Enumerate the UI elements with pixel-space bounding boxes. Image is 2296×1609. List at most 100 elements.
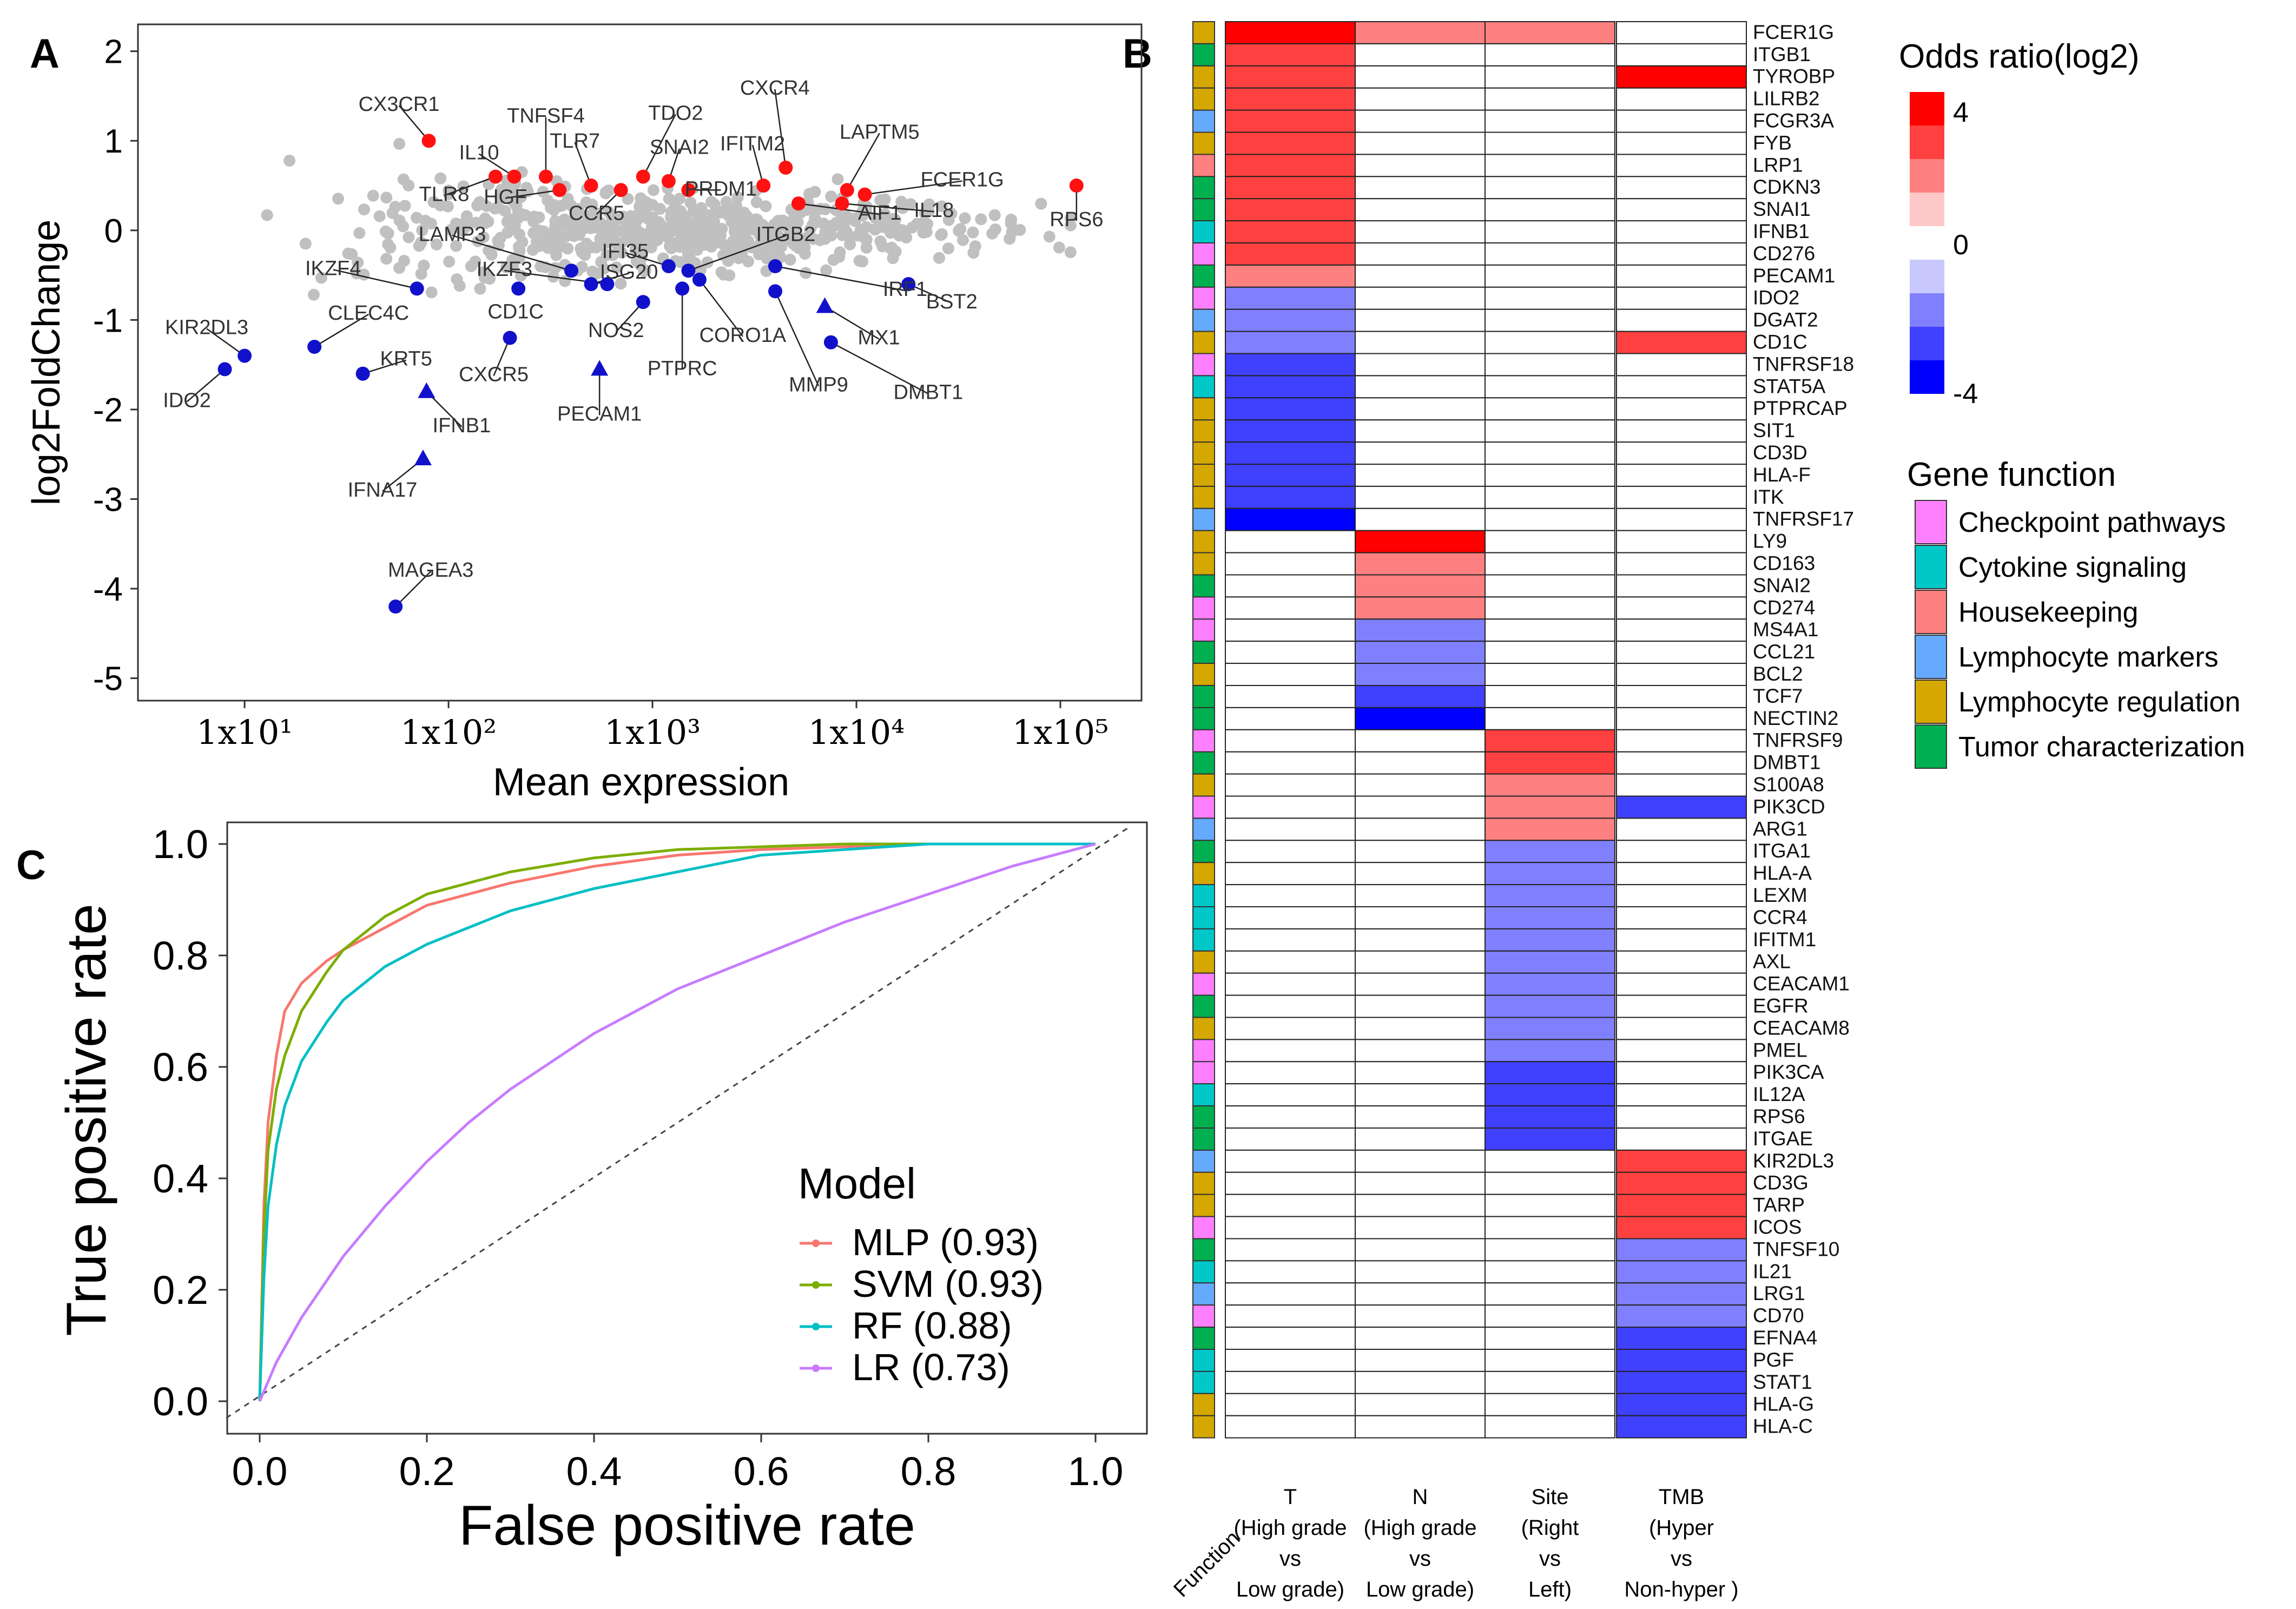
heatmap-cell — [1616, 21, 1747, 44]
heatmap-cell — [1225, 331, 1356, 354]
heatmap-cell — [1616, 618, 1747, 642]
gene-label: PECAM1 — [557, 403, 642, 425]
heatmap-cell — [1485, 176, 1615, 200]
heatmap-cell — [1225, 109, 1356, 133]
heatmap-cell — [1485, 1393, 1615, 1416]
odds-tick-mid: 0 — [1953, 229, 1969, 261]
heatmap-column-label: Low grade) — [1366, 1578, 1474, 1601]
function-cell — [1192, 1349, 1215, 1372]
function-legend-label: Checkpoint pathways — [1958, 507, 2226, 538]
roc-y-tick-label: 1.0 — [153, 822, 208, 867]
gene-point-clec4c — [307, 340, 322, 354]
background-gene-point — [537, 186, 549, 198]
heatmap-cell — [1355, 751, 1486, 775]
background-gene-point — [580, 210, 593, 222]
background-gene-point — [430, 238, 443, 250]
heatmap-cell — [1225, 485, 1356, 509]
gene-label: DMBT1 — [894, 381, 964, 404]
heatmap-cell — [1616, 375, 1747, 399]
gene-label: CXCR4 — [740, 77, 810, 100]
heatmap-cell — [1485, 862, 1615, 886]
gene-point-il18 — [835, 196, 849, 211]
heatmap-cell — [1616, 862, 1747, 886]
heatmap-cell — [1485, 1216, 1615, 1239]
heatmap-cell — [1355, 485, 1486, 509]
gene-point-lamp3 — [564, 263, 579, 278]
heatmap-gene-label: S100A8 — [1753, 774, 1824, 796]
heatmap-cell — [1355, 641, 1486, 664]
heatmap-cell — [1616, 751, 1747, 775]
background-gene-point — [834, 246, 846, 259]
background-gene-point — [441, 200, 454, 213]
heatmap-gene-label: ITGA1 — [1753, 840, 1811, 862]
background-gene-point — [416, 224, 428, 236]
background-gene-point — [629, 243, 642, 256]
heatmap-cell — [1485, 485, 1615, 509]
background-gene-point — [800, 267, 812, 279]
heatmap-gene-label: IFNB1 — [1753, 220, 1810, 242]
heatmap-gene-label: EGFR — [1753, 995, 1809, 1017]
heatmap-cell — [1355, 1282, 1486, 1306]
gene-point-prdm1 — [681, 183, 696, 197]
heatmap-cell — [1616, 87, 1747, 111]
heatmap-cell — [1485, 1105, 1615, 1129]
gene-label: HGF — [484, 186, 527, 208]
heatmap-legends: Odds ratio(log2) 4 0 -4 Gene function Ch… — [1899, 38, 2245, 769]
heatmap-gene-label: ITGAE — [1753, 1127, 1813, 1150]
volcano-x-tick-label: 1x10¹ — [196, 713, 293, 752]
heatmap-gene-label: CCL21 — [1753, 641, 1815, 663]
gene-label: TLR7 — [550, 130, 600, 153]
background-gene-point — [663, 193, 675, 205]
background-gene-point — [975, 213, 987, 226]
odds-color-step — [1910, 193, 1944, 226]
roc-plot: 0.0 0.2 0.4 0.6 0.8 1.0 0.0 0.2 0.4 0.6 0.8 1.0 Fal… — [55, 821, 1148, 1557]
background-gene-point — [814, 234, 826, 246]
function-strip — [1192, 21, 1215, 1439]
gene-point-tdo2 — [636, 169, 650, 184]
background-gene-point — [717, 249, 729, 261]
heatmap-cell — [1225, 663, 1356, 686]
background-gene-point — [373, 210, 386, 222]
background-gene-point — [299, 238, 312, 250]
background-gene-point — [615, 278, 627, 290]
heatmap-gene-label: HLA-G — [1753, 1393, 1814, 1415]
odds-color-step — [1910, 126, 1944, 159]
heatmap-cell — [1225, 906, 1356, 929]
roc-legend-marker — [812, 1364, 820, 1372]
background-gene-point — [1035, 197, 1047, 210]
background-gene-point — [645, 221, 658, 233]
heatmap-cell — [1616, 1127, 1747, 1151]
odds-color-bar — [1910, 92, 1944, 394]
heatmap-cell — [1225, 1171, 1356, 1195]
heatmap-gene-label: STAT5A — [1753, 375, 1826, 397]
heatmap-cell — [1485, 928, 1615, 952]
heatmap-cell — [1225, 950, 1356, 974]
heatmap-cell — [1485, 198, 1615, 222]
heatmap-cell — [1355, 286, 1486, 310]
heatmap-cell — [1485, 552, 1615, 576]
heatmap-cell — [1355, 618, 1486, 642]
heatmap-cell — [1616, 65, 1747, 89]
heatmap-cell — [1616, 994, 1747, 1018]
volcano-y-title: log2FoldChange — [25, 220, 68, 505]
leader-line — [362, 359, 407, 374]
heatmap-cell — [1485, 375, 1615, 399]
background-gene-point — [342, 247, 354, 260]
function-cell — [1192, 1083, 1215, 1107]
leader-line — [333, 269, 417, 289]
roc-plot-frame — [226, 821, 1148, 1435]
function-cell — [1192, 176, 1215, 200]
background-gene-point — [988, 209, 1001, 221]
function-cell — [1192, 1039, 1215, 1063]
background-gene-point — [610, 261, 623, 274]
heatmap-gene-label: CD1C — [1753, 331, 1807, 353]
heatmap-cell — [1616, 1039, 1747, 1063]
roc-curve-mlp — [258, 842, 1096, 1402]
heatmap-cell — [1225, 685, 1356, 708]
function-cell — [1192, 729, 1215, 753]
background-points — [261, 137, 1077, 301]
heatmap-gene-label: TCF7 — [1753, 685, 1803, 707]
background-gene-point — [393, 262, 406, 274]
heatmap-cell — [1616, 641, 1747, 664]
background-gene-point — [790, 219, 803, 231]
